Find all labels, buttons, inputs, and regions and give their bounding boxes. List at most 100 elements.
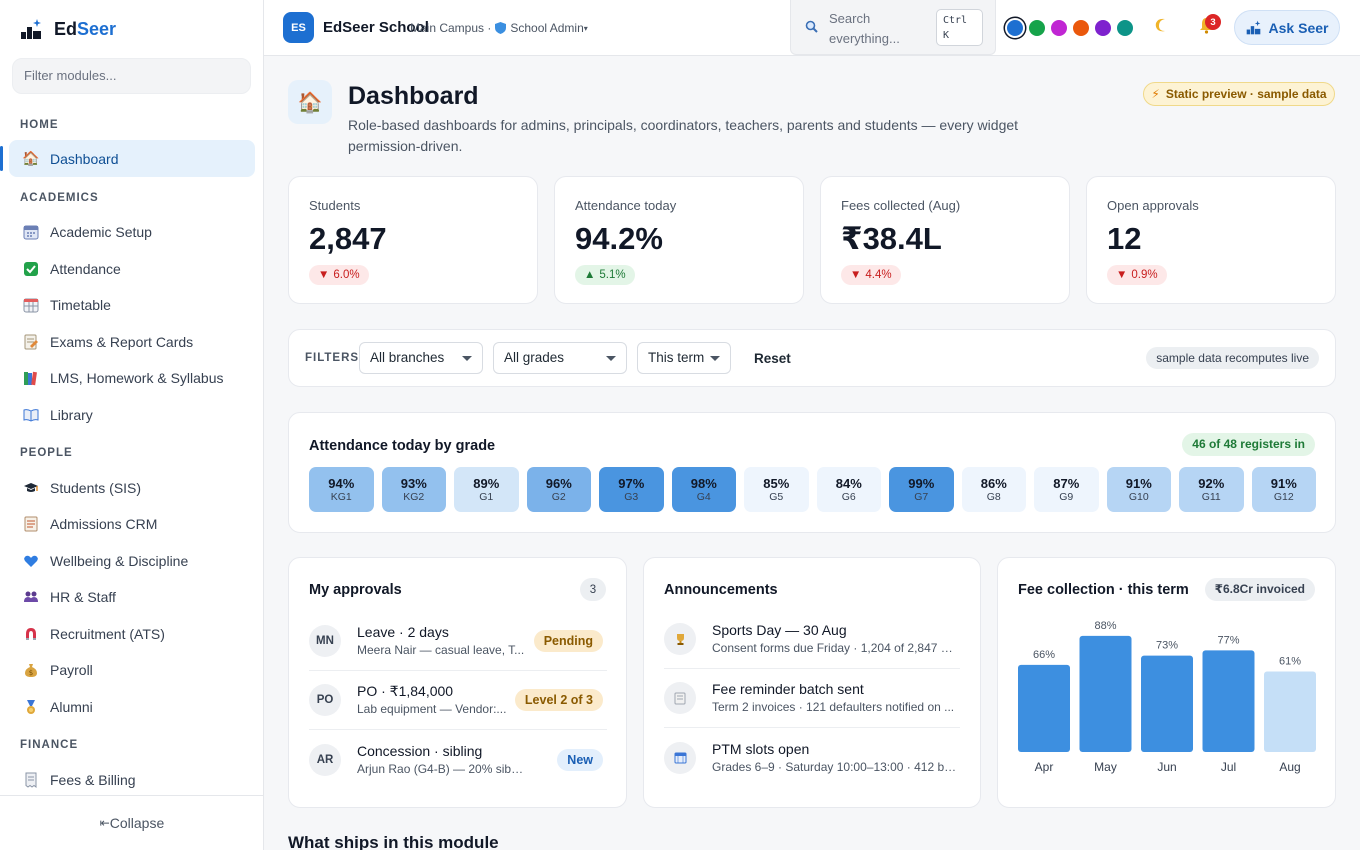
grade-percent: 92% bbox=[1198, 475, 1225, 491]
approval-item[interactable]: PO PO · ₹1,84,000 Lab equipment — Vendor:… bbox=[309, 671, 607, 730]
dark-mode-toggle-icon[interactable] bbox=[1154, 17, 1170, 38]
status-badge: Pending bbox=[533, 630, 603, 652]
announcement-item[interactable]: Fee reminder batch sent Term 2 invoices ·… bbox=[664, 669, 960, 728]
report-icon bbox=[22, 333, 40, 351]
term-select[interactable]: This term bbox=[637, 342, 731, 374]
theme-swatch-green[interactable] bbox=[1029, 20, 1045, 36]
attendance-card-title: Attendance today by grade bbox=[309, 438, 496, 454]
role-caret-icon: ▾ bbox=[583, 23, 588, 33]
school-avatar[interactable]: ES bbox=[283, 12, 314, 43]
bar-jun[interactable] bbox=[1141, 655, 1193, 752]
approval-item[interactable]: MN Leave · 2 days Meera Nair — casual lea… bbox=[309, 612, 607, 671]
collapse-label: Collapse bbox=[109, 815, 165, 831]
data-label: 77% bbox=[1217, 634, 1239, 646]
grade-tile[interactable]: 96% G2 bbox=[526, 467, 591, 512]
grade-tile[interactable]: 84% G6 bbox=[816, 467, 881, 512]
kpi-delta: ▲ 5.1% bbox=[575, 265, 635, 285]
grade-select[interactable]: All grades bbox=[493, 342, 627, 374]
filter-modules-input[interactable]: Filter modules... bbox=[12, 58, 251, 94]
sidebar-item-label: Dashboard bbox=[50, 150, 119, 167]
grade-label: G10 bbox=[1128, 490, 1149, 503]
kpi-delta-value: 5.1% bbox=[599, 269, 626, 281]
status-badge: New bbox=[557, 748, 603, 771]
filters-bar: FILTERS All branches All grades This ter… bbox=[288, 329, 1336, 387]
sidebar-item-label: Attendance bbox=[50, 260, 121, 277]
grade-tile[interactable]: 86% G8 bbox=[961, 467, 1026, 512]
kpi-delta-value: 6.0% bbox=[333, 269, 360, 281]
search-icon bbox=[805, 20, 818, 36]
branch-select[interactable]: All branches bbox=[359, 342, 483, 374]
theme-swatch-teal[interactable] bbox=[1117, 20, 1133, 36]
sidebar-item-exams[interactable]: Exams & Report Cards bbox=[9, 323, 255, 360]
collapse-button[interactable]: ⇤ Collapse bbox=[0, 795, 264, 850]
sidebar-item-timetable[interactable]: Timetable bbox=[9, 286, 255, 323]
brand[interactable]: EdSeer bbox=[20, 14, 116, 44]
theme-swatch-orange[interactable] bbox=[1073, 20, 1089, 36]
reset-button[interactable]: Reset bbox=[754, 351, 791, 366]
sidebar-item-fees[interactable]: Fees & Billing bbox=[9, 761, 255, 798]
money-bag-icon: $ bbox=[22, 661, 40, 679]
grade-tile[interactable]: 98% G4 bbox=[671, 467, 736, 512]
school-meta[interactable]: Main Campus · School Admin ▾ bbox=[410, 21, 588, 35]
calendar-icon bbox=[22, 223, 40, 241]
sidebar-item-dashboard[interactable]: 🏠 Dashboard bbox=[0, 140, 255, 177]
sidebar-item-recruitment[interactable]: Recruitment (ATS) bbox=[9, 615, 255, 652]
sidebar-item-payroll[interactable]: $ Payroll bbox=[9, 651, 255, 688]
sidebar-item-lms[interactable]: LMS, Homework & Syllabus bbox=[9, 359, 255, 396]
magnet-icon bbox=[22, 625, 40, 643]
ask-seer-button[interactable]: Ask Seer bbox=[1234, 10, 1340, 45]
grade-tile[interactable]: 85% G5 bbox=[744, 467, 809, 512]
kpi-card-attendance[interactable]: Attendance today 94.2% ▲ 5.1% bbox=[554, 176, 804, 304]
approval-title: Concession · sibling bbox=[357, 742, 483, 759]
announcement-desc: Grades 6–9 · Saturday 10:00–13:00 · 412 … bbox=[712, 759, 958, 774]
medal-icon bbox=[22, 698, 40, 716]
sidebar-item-label: Timetable bbox=[50, 296, 111, 313]
grade-tile[interactable]: 89% G1 bbox=[454, 467, 519, 512]
bar-aug[interactable] bbox=[1264, 671, 1316, 752]
bar-may[interactable] bbox=[1079, 635, 1132, 752]
announcement-item[interactable]: PTM slots open Grades 6–9 · Saturday 10:0… bbox=[664, 728, 960, 787]
kpi-card-fees[interactable]: Fees collected (Aug) ₹38.4L ▼ 4.4% bbox=[820, 176, 1070, 304]
kpi-card-students[interactable]: Students 2,847 ▼ 6.0% bbox=[288, 176, 538, 304]
data-label: 61% bbox=[1279, 655, 1301, 667]
sidebar-item-academic-setup[interactable]: Academic Setup bbox=[9, 213, 255, 250]
approval-item[interactable]: AR Concession · sibling Arjun Rao (G4-B) … bbox=[309, 730, 607, 789]
grade-label: G5 bbox=[769, 490, 784, 503]
sidebar-item-label: Library bbox=[50, 406, 93, 423]
theme-swatch-blue[interactable] bbox=[1007, 20, 1023, 36]
dashboard-house-icon: 🏠 bbox=[288, 80, 332, 124]
sidebar-item-alumni[interactable]: Alumni bbox=[9, 688, 255, 725]
grade-tile[interactable]: 92% G11 bbox=[1179, 467, 1244, 512]
sidebar-item-hr-staff[interactable]: HR & Staff bbox=[9, 578, 255, 615]
theme-swatch-purple[interactable] bbox=[1095, 20, 1111, 36]
theme-swatch-magenta[interactable] bbox=[1051, 20, 1067, 36]
branch-select-value: All branches bbox=[370, 350, 445, 365]
bar-jul[interactable] bbox=[1202, 650, 1255, 752]
grade-tile[interactable]: 91% G10 bbox=[1106, 467, 1171, 512]
sidebar-item-students[interactable]: Students (SIS) bbox=[9, 469, 255, 506]
grade-tile[interactable]: 94% KG1 bbox=[309, 467, 374, 512]
global-search[interactable]: Search everything... Ctrl K bbox=[790, 0, 996, 55]
grade-tile[interactable]: 97% G3 bbox=[599, 467, 664, 512]
kpi-label: Attendance today bbox=[575, 198, 677, 213]
grade-tile[interactable]: 87% G9 bbox=[1034, 467, 1099, 512]
sidebar-item-wellbeing[interactable]: Wellbeing & Discipline bbox=[9, 542, 255, 579]
kpi-card-approvals[interactable]: Open approvals 12 ▼ 0.9% bbox=[1086, 176, 1336, 304]
grade-tile[interactable]: 93% KG2 bbox=[381, 467, 446, 512]
sidebar-item-label: Recruitment (ATS) bbox=[50, 625, 165, 642]
announcement-item[interactable]: Sports Day — 30 Aug Consent forms due Fri… bbox=[664, 610, 960, 669]
grade-tile[interactable]: 91% G12 bbox=[1251, 467, 1316, 512]
grade-percent: 94% bbox=[328, 475, 355, 491]
grade-percent: 84% bbox=[835, 475, 862, 491]
data-label: 66% bbox=[1033, 649, 1055, 661]
sidebar-item-attendance[interactable]: Attendance bbox=[9, 250, 255, 287]
sidebar-item-admissions[interactable]: Admissions CRM bbox=[9, 505, 255, 542]
approval-desc: Arjun Rao (G4-B) — 20% sibling p... bbox=[357, 761, 525, 776]
bar-apr[interactable] bbox=[1018, 664, 1070, 752]
grade-tile[interactable]: 99% G7 bbox=[889, 467, 954, 512]
kpi-delta: ▼ 0.9% bbox=[1107, 265, 1167, 285]
status-badge: Level 2 of 3 bbox=[514, 689, 603, 711]
x-tick-label: Jun bbox=[1157, 760, 1176, 774]
fee-collection-chart: 66% Apr 88% May 73% Jun 77% Jul 61% Aug bbox=[1018, 620, 1316, 774]
sidebar-item-library[interactable]: Library bbox=[9, 396, 255, 433]
